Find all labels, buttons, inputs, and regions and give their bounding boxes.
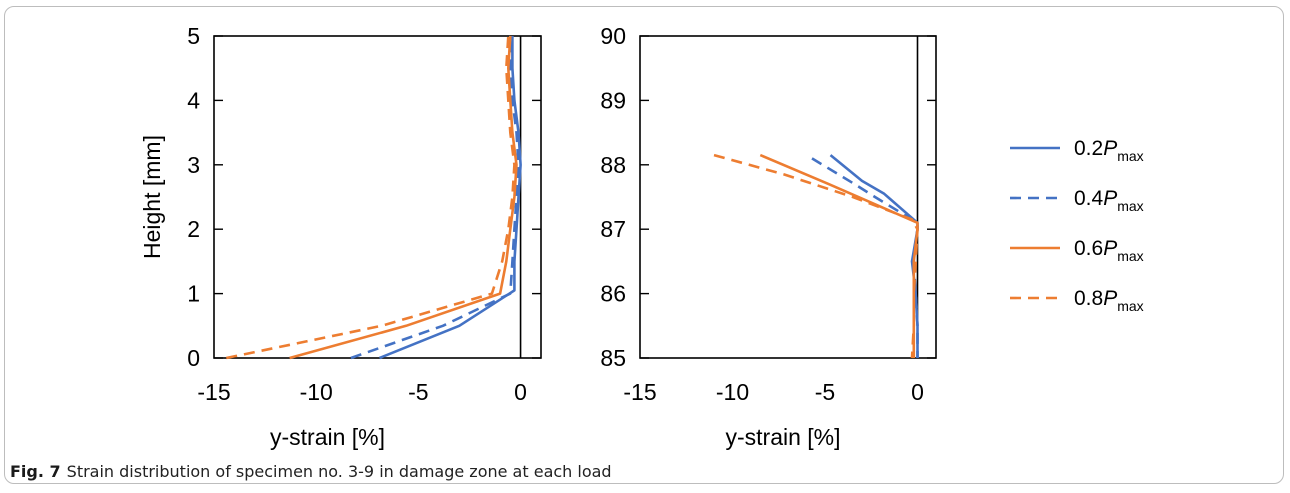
figure-caption: Fig. 7 Strain distribution of specimen no…: [10, 462, 612, 481]
y-tick-label: 89: [600, 87, 626, 113]
y-tick-label: 0: [187, 345, 200, 371]
caption-text: Strain distribution of specimen no. 3-9 …: [66, 462, 612, 481]
y-tick-label: 2: [187, 216, 200, 242]
chart-panel-1: 0 1 2 3 4 5 -15 -10 -5 0 y-strain [%] Height [mm]: [139, 23, 542, 450]
legend-entry-label: 0.8Pmax: [1074, 287, 1144, 314]
y-tick-label: 5: [187, 23, 200, 49]
y-tick-label: 90: [600, 23, 626, 49]
chart-panel-2: 85 86 87 88 89 90 -15 -10 -5 0 y-strain [%] 0.2Pmax…: [600, 23, 1143, 450]
legend-entry-label: 0.2Pmax: [1074, 137, 1144, 164]
x-axis-label: y-strain [%]: [270, 424, 385, 450]
caption-label: Fig. 7: [10, 462, 61, 481]
y-tick-label: 1: [187, 281, 200, 307]
figure-frame: [4, 6, 1284, 484]
x-axis-label: y-strain [%]: [725, 424, 840, 450]
x-tick-label: -15: [623, 379, 656, 405]
y-axis-label: Height [mm]: [139, 135, 165, 259]
x-tick-label: -5: [408, 379, 428, 405]
y-tick-label: 85: [600, 345, 626, 371]
series-line-4: [226, 35, 516, 360]
x-tick-label: -10: [716, 379, 749, 405]
y-tick-label: 86: [600, 281, 626, 307]
x-tick-label: 0: [514, 379, 527, 405]
x-tick-label: -10: [300, 379, 333, 405]
series-line-4: [713, 153, 919, 359]
series-line-1: [379, 36, 522, 360]
x-tick-label: -15: [197, 379, 230, 405]
x-tick-label: 0: [911, 379, 924, 405]
x-tick-label: -5: [815, 379, 835, 405]
series-line-3: [289, 35, 518, 360]
y-tick-label: 87: [600, 216, 626, 242]
series-line-3: [759, 153, 919, 358]
legend: 0.2Pmax 0.4Pmax 0.6Pmax 0.8Pmax: [1010, 137, 1144, 314]
series-line-2: [350, 36, 520, 360]
plot-area-frame: [639, 35, 937, 359]
series-line-1: [829, 154, 919, 358]
legend-entry-label: 0.4Pmax: [1074, 187, 1144, 214]
y-tick-label: 3: [187, 152, 200, 178]
plot-area-frame: [213, 35, 542, 359]
y-tick-label: 88: [600, 152, 626, 178]
y-tick-label: 4: [187, 87, 200, 113]
legend-entry-label: 0.6Pmax: [1074, 237, 1144, 264]
